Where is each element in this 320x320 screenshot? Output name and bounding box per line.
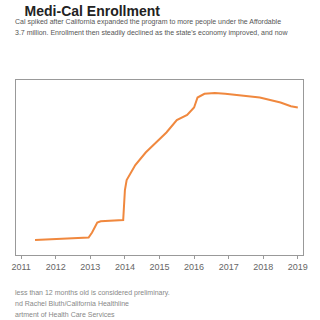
svg-text:2014: 2014 — [115, 262, 135, 272]
svg-text:2016: 2016 — [184, 262, 204, 272]
svg-text:2017: 2017 — [219, 262, 239, 272]
svg-text:artment of Health Care Service: artment of Health Care Services — [15, 311, 115, 318]
svg-text:less than 12 months old is con: less than 12 months old is considered pr… — [15, 289, 170, 297]
svg-text:3.7 million. Enrollment then s: 3.7 million. Enrollment then steadily de… — [15, 29, 288, 37]
svg-text:2013: 2013 — [80, 262, 100, 272]
svg-text:2018: 2018 — [253, 262, 273, 272]
svg-text:Medi-Cal Enrollment: Medi-Cal Enrollment — [25, 3, 161, 19]
svg-text:2012: 2012 — [46, 262, 66, 272]
svg-text:2019: 2019 — [288, 262, 308, 272]
svg-text:2011: 2011 — [12, 262, 31, 272]
svg-text:Cal spiked after California ex: Cal spiked after California expanded the… — [15, 18, 281, 26]
svg-text:2015: 2015 — [149, 262, 169, 272]
svg-text:nd Rachel Bluth/California Hea: nd Rachel Bluth/California Healthline — [15, 300, 129, 307]
